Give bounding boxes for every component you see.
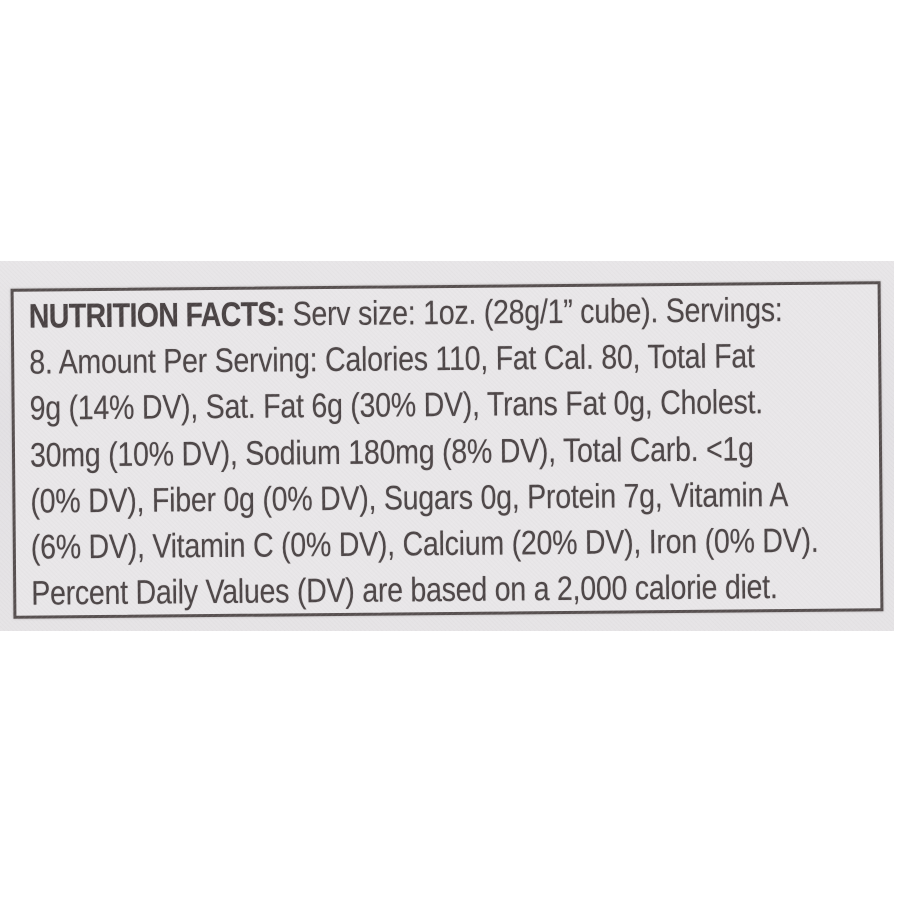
- nutrition-line: NUTRITION FACTS: Serv size: 1oz. (28g/1” …: [29, 287, 817, 340]
- serving-size-text: Serv size: 1oz. (28g/1” cube). Servings:: [292, 291, 783, 334]
- nutrition-label: NUTRITION FACTS: Serv size: 1oz. (28g/1” …: [10, 281, 884, 619]
- nutrition-text-block: NUTRITION FACTS: Serv size: 1oz. (28g/1” …: [29, 287, 819, 617]
- nutrition-line: (6% DV), Vitamin C (0% DV), Calcium (20%…: [30, 521, 819, 567]
- nutrition-line: (0% DV), Fiber 0g (0% DV), Sugars 0g, Pr…: [30, 475, 789, 521]
- nutrition-facts-title: NUTRITION FACTS:: [28, 295, 285, 336]
- nutrition-line: 9g (14% DV), Sat. Fat 6g (30% DV), Trans…: [29, 383, 764, 429]
- nutrition-line: 8. Amount Per Serving: Calories 110, Fat…: [29, 337, 755, 382]
- nutrition-line: 30mg (10% DV), Sodium 180mg (8% DV), Tot…: [29, 429, 754, 475]
- label-photo: NUTRITION FACTS: Serv size: 1oz. (28g/1” …: [0, 261, 894, 631]
- nutrition-line: Percent Daily Values (DV) are based on a…: [31, 568, 778, 613]
